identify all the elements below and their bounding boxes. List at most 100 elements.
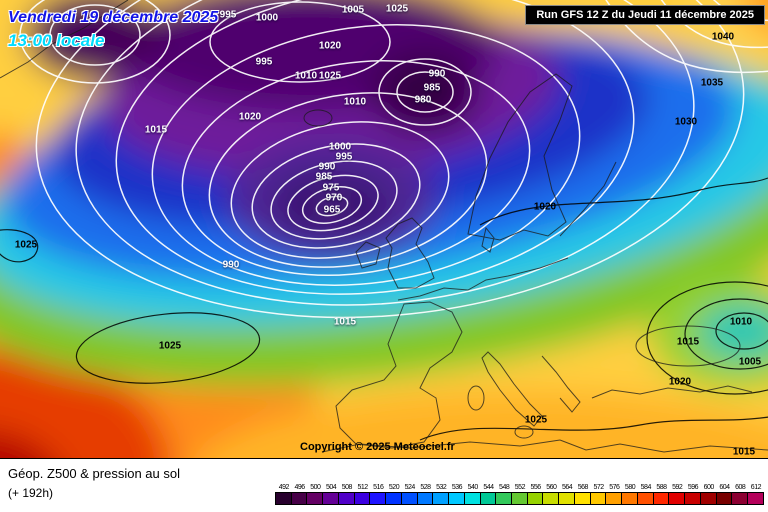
- scale-color: [573, 492, 591, 505]
- map-title: Géop. Z500 & pression au sol: [8, 466, 180, 481]
- scale-cell: 604: [715, 484, 733, 505]
- scale-value: 500: [310, 484, 321, 491]
- run-banner: Run GFS 12 Z du Jeudi 11 décembre 2025: [525, 5, 765, 25]
- scale-color: [337, 492, 355, 505]
- scale-color: [668, 492, 686, 505]
- scale-value: 596: [687, 484, 699, 491]
- scale-cell: 504: [322, 484, 339, 505]
- scale-color: [589, 492, 607, 505]
- scale-value: 580: [624, 484, 636, 491]
- isobars-black: [0, 177, 768, 441]
- scale-cell: 600: [699, 484, 717, 505]
- scale-cell: 584: [636, 484, 654, 505]
- scale-value: 572: [593, 484, 604, 491]
- scale-value: 496: [294, 484, 306, 491]
- scale-color: [353, 492, 371, 505]
- scale-cell: 532: [432, 484, 450, 505]
- scale-color: [558, 492, 575, 505]
- copyright-text: Copyright © 2025 Meteociel.fr: [300, 441, 455, 453]
- scale-color: [275, 492, 292, 505]
- scale-value: 608: [735, 484, 746, 491]
- scale-cell: 548: [495, 484, 513, 505]
- scale-value: 520: [388, 484, 400, 491]
- scale-cell: 512: [353, 484, 371, 505]
- scale-cell: 588: [652, 484, 670, 505]
- scale-color: [636, 492, 654, 505]
- scale-cell: 492: [275, 484, 292, 505]
- scale-cell: 612: [747, 484, 764, 505]
- scale-color: [385, 492, 402, 505]
- map-graphic: [0, 0, 768, 458]
- scale-cell: 592: [668, 484, 686, 505]
- scale-cell: 580: [621, 484, 638, 505]
- scale-cell: 508: [337, 484, 355, 505]
- scale-color: [369, 492, 387, 505]
- scale-color: [715, 492, 733, 505]
- scale-color: [542, 492, 560, 505]
- scale-color: [684, 492, 701, 505]
- scale-color: [652, 492, 670, 505]
- color-scale-legend: 492 496 500 504 508 512 516 520 524 528 532 536 540 5…: [275, 484, 764, 505]
- scale-value: 508: [341, 484, 353, 491]
- scale-cell: 608: [731, 484, 749, 505]
- scale-value: 544: [483, 484, 494, 491]
- scale-value: 516: [373, 484, 384, 491]
- scale-color: [495, 492, 513, 505]
- scale-value: 552: [514, 484, 526, 491]
- scale-cell: 540: [463, 484, 481, 505]
- scale-cell: 528: [416, 484, 434, 505]
- footer-bar: Géop. Z500 & pression au sol (+ 192h) 49…: [0, 458, 768, 512]
- scale-value: 532: [436, 484, 447, 491]
- scale-color: [731, 492, 749, 505]
- coastlines: [0, 0, 768, 453]
- scale-color: [747, 492, 764, 505]
- scale-value: 548: [499, 484, 510, 491]
- scale-cell: 544: [479, 484, 497, 505]
- scale-value: 568: [577, 484, 589, 491]
- scale-cell: 568: [573, 484, 591, 505]
- footer-caption: Géop. Z500 & pression au sol (+ 192h): [8, 464, 180, 502]
- scale-color: [479, 492, 497, 505]
- lead-time: (+ 192h): [8, 485, 54, 500]
- scale-cell: 576: [605, 484, 623, 505]
- scale-value: 604: [719, 484, 730, 491]
- valid-date: Vendredi 19 décembre 2025: [8, 9, 219, 26]
- scale-value: 588: [656, 484, 667, 491]
- scale-color: [605, 492, 623, 505]
- scale-color: [621, 492, 638, 505]
- scale-value: 612: [750, 484, 762, 491]
- scale-color: [400, 492, 418, 505]
- scale-cell: 520: [385, 484, 402, 505]
- scale-value: 584: [640, 484, 652, 491]
- scale-value: 556: [530, 484, 542, 491]
- scale-value: 540: [467, 484, 479, 491]
- scale-color: [511, 492, 528, 505]
- scale-value: 564: [561, 484, 573, 491]
- scale-color: [448, 492, 465, 505]
- scale-cell: 596: [684, 484, 701, 505]
- scale-value: 592: [672, 484, 683, 491]
- scale-color: [290, 492, 308, 505]
- scale-cell: 572: [589, 484, 607, 505]
- scale-cell: 552: [511, 484, 528, 505]
- scale-value: 536: [451, 484, 463, 491]
- scale-value: 560: [546, 484, 557, 491]
- scale-value: 492: [278, 484, 290, 491]
- scale-cell: 516: [369, 484, 387, 505]
- scale-color: [306, 492, 324, 505]
- scale-cell: 536: [448, 484, 465, 505]
- map-canvas: 995 1000 1005 1025 1020 995 1010 1025 990 985 980 1…: [0, 0, 768, 458]
- scale-value: 528: [420, 484, 431, 491]
- valid-datetime: Vendredi 19 décembre 2025 13:00 locale: [8, 6, 218, 54]
- scale-color: [322, 492, 339, 505]
- scale-cell: 564: [558, 484, 575, 505]
- scale-cell: 500: [306, 484, 324, 505]
- scale-value: 576: [609, 484, 620, 491]
- scale-value: 512: [357, 484, 368, 491]
- geopotential-field: [0, 0, 768, 458]
- scale-value: 524: [404, 484, 416, 491]
- scale-cell: 496: [290, 484, 308, 505]
- scale-color: [432, 492, 450, 505]
- scale-cell: 556: [526, 484, 544, 505]
